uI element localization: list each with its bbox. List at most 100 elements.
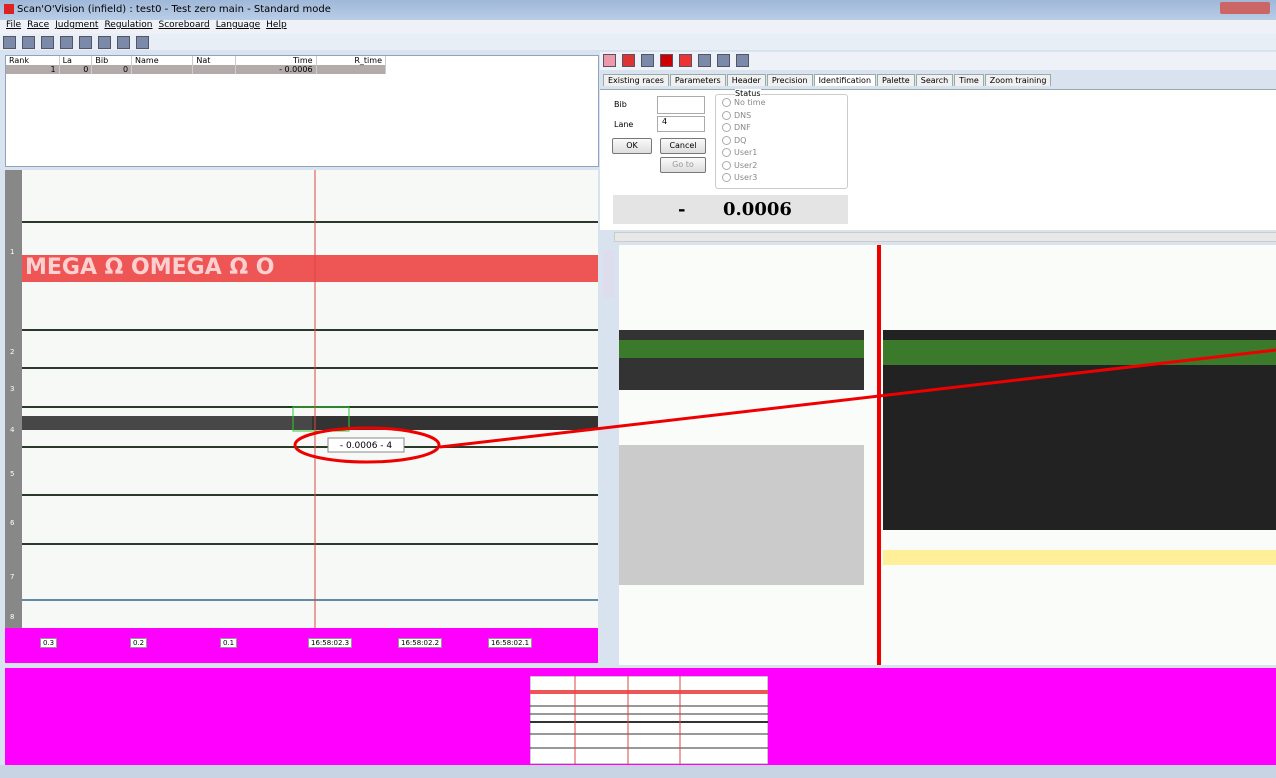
time-label: 0.2 (130, 638, 147, 648)
app-icon (4, 4, 14, 14)
tool-button[interactable] (641, 54, 654, 67)
column-header[interactable]: Name (132, 56, 193, 65)
lane-number: 4 (10, 426, 14, 434)
status-radio[interactable]: DNS (722, 111, 751, 120)
tab[interactable]: Search (916, 74, 953, 86)
lane-number: 8 (10, 613, 14, 621)
tool-button[interactable] (117, 36, 130, 49)
tool-button[interactable] (22, 36, 35, 49)
menu-item[interactable]: File (6, 20, 21, 30)
menu-item[interactable]: Race (27, 20, 49, 30)
time-display: - 0.0006 (613, 195, 848, 224)
ok-button[interactable]: OK (612, 138, 652, 154)
lane-number: 1 (10, 248, 14, 256)
graphic (530, 676, 768, 764)
zoom-view (619, 245, 1276, 665)
title-bar: Scan'O'Vision (infield) : test0 - Test z… (0, 0, 1276, 20)
status-radio[interactable]: User3 (722, 173, 757, 182)
column-header[interactable]: La (59, 56, 92, 65)
tab[interactable]: Parameters (670, 74, 726, 86)
status-bar (0, 765, 1276, 778)
marker-text: - 0.0006 - 4 (340, 441, 393, 451)
toolbar (0, 34, 1276, 50)
tool-button[interactable] (60, 36, 73, 49)
time-label: 0.1 (220, 638, 237, 648)
photo-finish: MEGA Ω OMEGA Ω O - 0.0006 - 4 (5, 170, 598, 663)
time-label: 16:58:02.1 (488, 638, 532, 648)
menu-item[interactable]: Scoreboard (159, 20, 210, 30)
time-label: 16:58:02.3 (308, 638, 352, 648)
cell: 1 (6, 65, 59, 74)
tab[interactable]: Header (727, 74, 766, 86)
menu-item[interactable]: Regulation (104, 20, 152, 30)
tool-button[interactable] (41, 36, 54, 49)
status-radio[interactable]: User2 (722, 161, 757, 170)
right-toolbar (600, 52, 1276, 70)
h-scrollbar[interactable] (614, 232, 1276, 242)
tab[interactable]: Palette (877, 74, 915, 86)
column-header[interactable]: Rank (6, 56, 59, 65)
menu-item[interactable]: Help (266, 20, 287, 30)
time-label: 0.3 (40, 638, 57, 648)
time-value: 0.0006 (723, 199, 792, 220)
app-window: {"window":{"title":"Scan'O'Vision (infie… (0, 0, 1276, 778)
zoom-band (883, 340, 1276, 365)
column-header[interactable]: R_time (316, 56, 385, 65)
lane-input[interactable]: 4 (657, 116, 705, 132)
table-row[interactable]: 1 0 0 - 0.0006 (6, 65, 386, 74)
tool-button[interactable] (736, 54, 749, 67)
menu-item[interactable]: Language (216, 20, 260, 30)
status-label: Status (735, 89, 761, 98)
overview-thumbnail[interactable] (530, 676, 768, 764)
column-header[interactable]: Time (235, 56, 316, 65)
menu-item[interactable]: Judgment (55, 20, 98, 30)
status-radio[interactable]: DNF (722, 123, 751, 132)
tab[interactable]: Existing races (603, 74, 669, 86)
tool-button[interactable] (3, 36, 16, 49)
lane-number: 3 (10, 385, 14, 393)
zoom-athlete (619, 330, 864, 390)
zoom-band (619, 340, 864, 358)
cell (193, 65, 235, 74)
athlete-shadow (22, 416, 312, 430)
goto-button[interactable]: Go to (660, 157, 706, 173)
tool-button[interactable] (622, 54, 635, 67)
lane-number: 2 (10, 348, 14, 356)
tab[interactable]: Time (954, 74, 984, 86)
banner-text: MEGA Ω OMEGA Ω O (25, 255, 274, 280)
tool-button[interactable] (136, 36, 149, 49)
side-tools[interactable] (603, 250, 615, 298)
lane-number: 6 (10, 519, 14, 527)
tool-button[interactable] (603, 54, 616, 67)
zoom-blur (619, 445, 864, 585)
cell: 0 (59, 65, 92, 74)
column-header[interactable]: Nat (193, 56, 235, 65)
tool-button[interactable] (660, 54, 673, 67)
bib-input[interactable] (657, 96, 705, 114)
lane-number: 5 (10, 470, 14, 478)
lane-number: 7 (10, 573, 14, 581)
window-controls[interactable] (1220, 2, 1270, 14)
tool-button[interactable] (679, 54, 692, 67)
cancel-button[interactable]: Cancel (660, 138, 706, 154)
tool-button[interactable] (698, 54, 711, 67)
status-radio[interactable]: No time (722, 98, 766, 107)
status-radio[interactable]: User1 (722, 148, 757, 157)
status-radio[interactable]: DQ (722, 136, 746, 145)
cell: 0 (92, 65, 132, 74)
tab[interactable]: Zoom training (985, 74, 1052, 86)
menu-bar: File Race Judgment Regulation Scoreboard Lang… (0, 20, 1276, 34)
time-label: 16:58:02.2 (398, 638, 442, 648)
tool-button[interactable] (717, 54, 730, 67)
column-header[interactable]: Bib (92, 56, 132, 65)
time-sign: - (678, 199, 685, 220)
tool-button[interactable] (98, 36, 111, 49)
tab[interactable]: Precision (767, 74, 813, 86)
tool-button[interactable] (79, 36, 92, 49)
window-title: Scan'O'Vision (infield) : test0 - Test z… (17, 4, 331, 15)
bib-label: Bib (614, 100, 627, 109)
cell (132, 65, 193, 74)
tab[interactable]: Identification (814, 74, 876, 86)
